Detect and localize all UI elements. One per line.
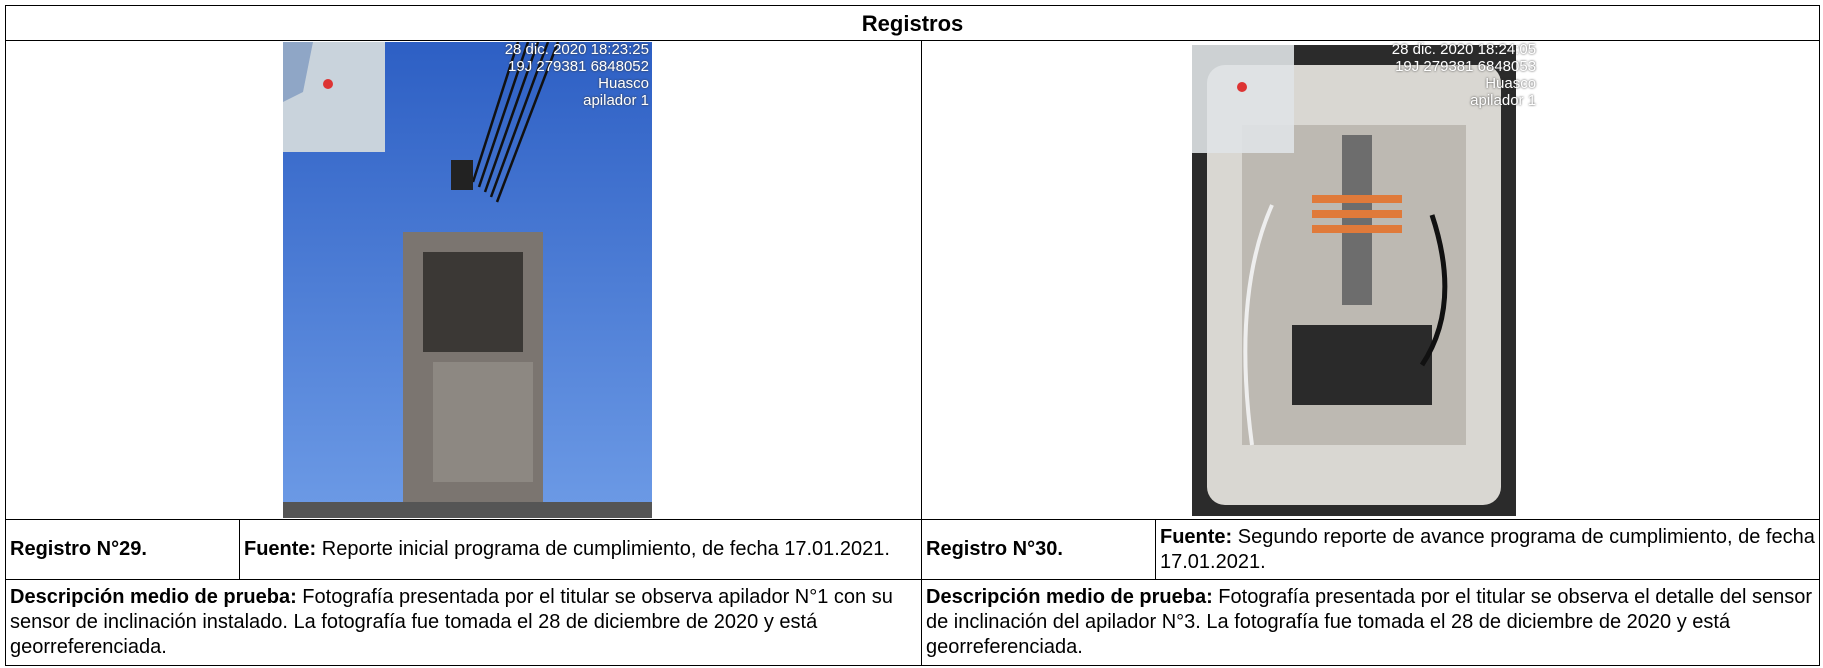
- source-text: Reporte inicial programa de cumplimiento…: [321, 538, 890, 560]
- photo-overlay: 28 dic. 2020 18:23:25 19J 279381 6848052…: [505, 41, 649, 109]
- record-label: Registro N°29.: [5, 519, 240, 580]
- overlay-line: Huasco: [598, 75, 649, 92]
- source-label: Fuente:: [244, 538, 317, 560]
- source-label: Fuente:: [1160, 525, 1233, 548]
- photo: [1192, 45, 1516, 516]
- description-cell: Descripción medio de prueba: Fotografía …: [5, 579, 922, 666]
- overlay-line: 19J 279381 6848053: [1395, 58, 1537, 75]
- table-title: Registros: [4, 5, 1821, 41]
- description-label: Descripción medio de prueba:: [10, 586, 297, 608]
- records-table: Registros 28 dic. 2020 18:23:25 19J 2793…: [4, 5, 1821, 666]
- overlay-line: 19J 279381 6848052: [508, 58, 649, 75]
- overlay-line: apilador 1: [583, 92, 649, 109]
- description-cell: Descripción medio de prueba: Fotografía …: [920, 579, 1821, 666]
- photo-overlay: 28 dic. 2020 18:24:05 19J 279381 6848053…: [1392, 41, 1536, 109]
- overlay-line: Huasco: [1485, 75, 1537, 92]
- overlay-line: apilador 1: [1470, 92, 1537, 109]
- description-text: Fotografía presentada por el titular se …: [926, 586, 1812, 658]
- photo: [283, 42, 652, 518]
- photo-cell: 28 dic. 2020 18:24:05 19J 279381 6848053…: [920, 40, 1821, 520]
- record-label: Registro N°30.: [921, 519, 1156, 580]
- photo-cell: 28 dic. 2020 18:23:25 19J 279381 6848052…: [5, 40, 922, 520]
- description-label: Descripción medio de prueba:: [926, 586, 1213, 608]
- source-text: Segundo reporte de avance programa de cu…: [1160, 525, 1815, 573]
- description-text: Fotografía presentada por el titular se …: [10, 586, 893, 658]
- source-cell: Fuente: Reporte inicial programa de cump…: [239, 519, 922, 580]
- source-cell: Fuente: Segundo reporte de avance progra…: [1154, 519, 1821, 580]
- overlay-line: 28 dic. 2020 18:24:05: [1391, 41, 1537, 58]
- overlay-line: 28 dic. 2020 18:23:25: [504, 41, 649, 58]
